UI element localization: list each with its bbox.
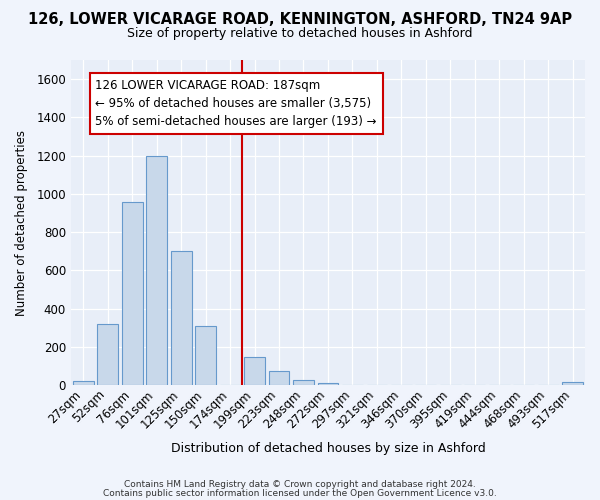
Text: Contains public sector information licensed under the Open Government Licence v3: Contains public sector information licen…: [103, 489, 497, 498]
Bar: [562, 382, 583, 385]
Bar: [195, 326, 216, 385]
Bar: [244, 356, 265, 385]
Text: Size of property relative to detached houses in Ashford: Size of property relative to detached ho…: [127, 28, 473, 40]
Bar: [317, 384, 338, 385]
Text: Contains HM Land Registry data © Crown copyright and database right 2024.: Contains HM Land Registry data © Crown c…: [124, 480, 476, 489]
Bar: [293, 380, 314, 385]
Bar: [122, 202, 143, 385]
Bar: [269, 371, 289, 385]
X-axis label: Distribution of detached houses by size in Ashford: Distribution of detached houses by size …: [170, 442, 485, 455]
Text: 126, LOWER VICARAGE ROAD, KENNINGTON, ASHFORD, TN24 9AP: 126, LOWER VICARAGE ROAD, KENNINGTON, AS…: [28, 12, 572, 28]
Text: 126 LOWER VICARAGE ROAD: 187sqm
← 95% of detached houses are smaller (3,575)
5% : 126 LOWER VICARAGE ROAD: 187sqm ← 95% of…: [95, 79, 377, 128]
Y-axis label: Number of detached properties: Number of detached properties: [15, 130, 28, 316]
Bar: [97, 324, 118, 385]
Bar: [146, 156, 167, 385]
Bar: [73, 382, 94, 385]
Bar: [170, 252, 191, 385]
Bar: [342, 384, 363, 385]
